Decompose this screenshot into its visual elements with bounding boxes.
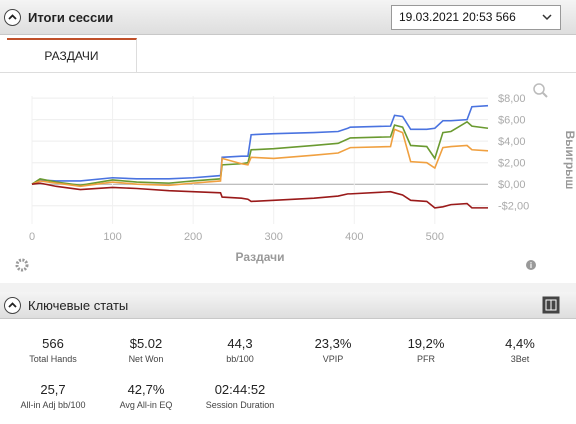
stat: 4,4% 3Bet bbox=[473, 336, 567, 364]
info-icon[interactable] bbox=[526, 260, 536, 270]
tab[interactable]: РАЗДАЧИ bbox=[7, 38, 137, 73]
zoom-icon[interactable] bbox=[533, 83, 545, 95]
stat-value: 19,2% bbox=[407, 336, 445, 351]
series-line bbox=[31, 128, 489, 188]
stat-label: VPIP bbox=[322, 354, 344, 364]
x-tick-label: 200 bbox=[184, 231, 202, 243]
stat: 19,2% PFR bbox=[379, 336, 473, 364]
stat-label: Session Duration bbox=[205, 400, 275, 410]
stat-value: 44,3 bbox=[227, 336, 253, 351]
icon bbox=[8, 302, 17, 308]
stat-label: All-in Adj bb/100 bbox=[20, 400, 86, 410]
stat: 25,7 All-in Adj bb/100 bbox=[6, 382, 100, 410]
tab-bar: РАЗДАЧИ bbox=[0, 35, 576, 73]
y-tick-label: $0,00 bbox=[498, 179, 526, 191]
stats-grid: 566 Total Hands $5.02 Net Won 44,3 bb/100 23,3… bbox=[0, 319, 576, 424]
y-tick-label: $8,00 bbox=[498, 93, 526, 105]
stats-header: Ключевые статы bbox=[0, 292, 576, 319]
stat-label: Avg All-in EQ bbox=[119, 400, 173, 410]
collapse-button[interactable] bbox=[4, 9, 21, 26]
stat: 42,7% Avg All-in EQ bbox=[99, 382, 193, 410]
stat-label: Net Won bbox=[128, 354, 164, 364]
x-axis-label: Раздачи bbox=[236, 250, 285, 264]
x-tick-label: 100 bbox=[103, 231, 121, 243]
x-tick-label: 400 bbox=[345, 231, 363, 243]
stat: 566 Total Hands bbox=[6, 336, 100, 364]
stat-label: 3Bet bbox=[510, 354, 530, 364]
stat: 44,3 bb/100 bbox=[193, 336, 287, 364]
stat-value: 4,4% bbox=[505, 336, 535, 351]
x-tick-label: 500 bbox=[426, 231, 444, 243]
series-line bbox=[31, 182, 488, 209]
y-tick-label: -$2,00 bbox=[498, 201, 529, 213]
header-title: Итоги сессии bbox=[28, 10, 114, 25]
series-line bbox=[31, 120, 489, 187]
stat-label: bb/100 bbox=[226, 354, 254, 364]
stat-value: 566 bbox=[42, 336, 64, 351]
x-tick-label: 0 bbox=[29, 231, 35, 243]
stat: $5.02 Net Won bbox=[99, 336, 193, 364]
stat-value: 23,3% bbox=[314, 336, 352, 351]
settings-icon[interactable] bbox=[15, 258, 29, 272]
stat-value: 25,7 bbox=[40, 382, 66, 397]
session-header: Итоги сессии 19.03.2021 20:53 566 раздач… bbox=[0, 0, 576, 47]
y-tick-label: $6,00 bbox=[498, 115, 526, 127]
stats-title: Ключевые статы bbox=[28, 298, 129, 313]
stat-value: 02:44:52 bbox=[214, 382, 266, 397]
y-tick-label: $2,00 bbox=[498, 158, 526, 170]
stat-value: 42,7% bbox=[127, 382, 165, 397]
series-line bbox=[31, 104, 489, 185]
y-tick-label: $4,00 bbox=[498, 136, 526, 148]
x-tick-label: 300 bbox=[265, 231, 283, 243]
y-axis-label: Выигрыш bbox=[563, 131, 576, 190]
info-glyph: i bbox=[530, 261, 532, 270]
layout-button[interactable] bbox=[542, 296, 560, 314]
chart: i Раздачи Выигрыш $8,00 $6,00 $4,00 $2,00 $0… bbox=[0, 73, 576, 283]
chevron bbox=[542, 14, 552, 21]
icon bbox=[8, 14, 17, 20]
zoom-icon-handle bbox=[542, 92, 548, 98]
stat-label: PFR bbox=[417, 354, 435, 364]
stat-value: $5.02 bbox=[129, 336, 163, 351]
collapse-button[interactable] bbox=[4, 297, 21, 314]
stat: 02:44:52 Session Duration bbox=[193, 382, 287, 410]
stat-label: Total Hands bbox=[29, 354, 77, 364]
session-dropdown[interactable]: 19.03.2021 20:53 566 раздач) bbox=[391, 5, 561, 47]
stat: 23,3% VPIP bbox=[286, 336, 380, 364]
